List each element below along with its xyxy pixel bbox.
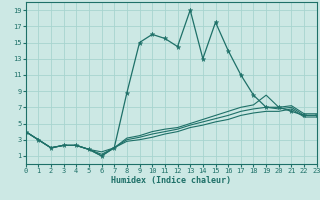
X-axis label: Humidex (Indice chaleur): Humidex (Indice chaleur) (111, 176, 231, 185)
